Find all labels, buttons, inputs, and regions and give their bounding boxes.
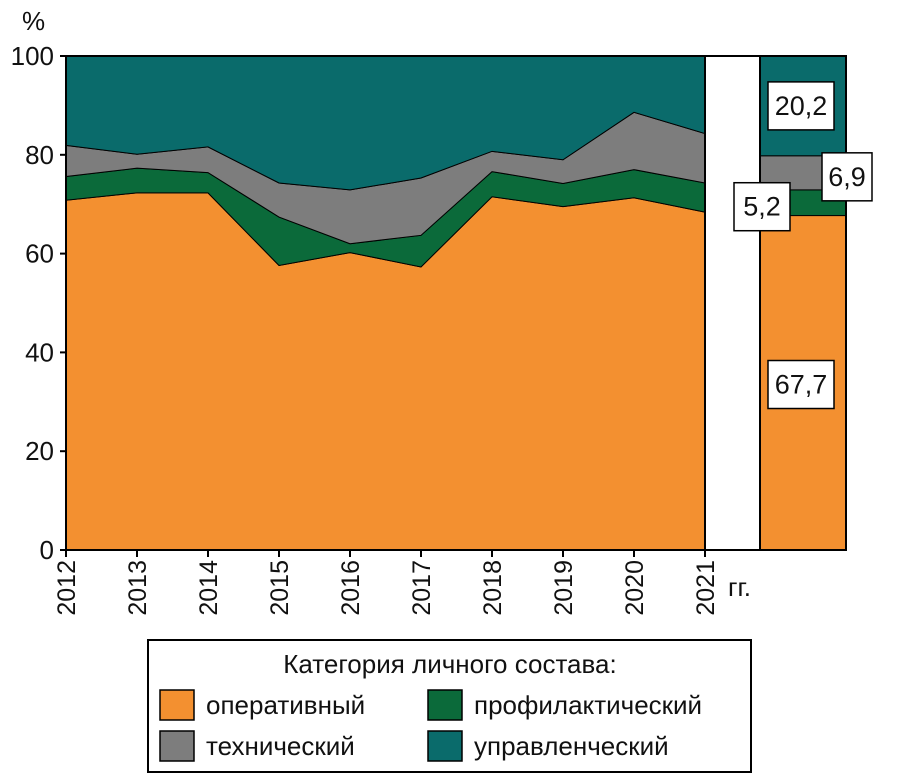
- y-tick-label: 60: [25, 239, 54, 269]
- legend-title: Категория личного состава:: [283, 649, 616, 679]
- y-tick-label: 0: [40, 535, 54, 565]
- callout-box-operational: [767, 359, 835, 410]
- x-tick-label: 2017: [408, 560, 436, 616]
- x-tick-label: 2013: [124, 560, 152, 616]
- legend-swatch-management: [427, 730, 463, 762]
- legend-label-operational: оперативный: [206, 690, 365, 720]
- legend-label-technical: технический: [206, 731, 355, 761]
- x-tick-label: 2015: [266, 560, 294, 616]
- x-tick-label: 2012: [53, 560, 81, 616]
- y-tick-label: 40: [25, 337, 54, 367]
- x-tick-label: 2014: [195, 560, 223, 616]
- x-axis-unit-label: гг.: [728, 572, 751, 602]
- y-tick-label: 100: [11, 41, 54, 71]
- legend-swatch-operational: [159, 689, 195, 721]
- legend-label-management: управленческий: [474, 731, 669, 761]
- plot-frame: [65, 55, 847, 551]
- callout-label-technical: 6,9: [828, 162, 866, 192]
- legend-swatch-technical: [159, 730, 195, 762]
- y-axis-unit-label: %: [22, 6, 45, 36]
- callout-box-preventive: [733, 181, 791, 232]
- callout-label-preventive: 5,2: [743, 192, 781, 222]
- legend-label-preventive: профилактический: [474, 690, 702, 720]
- callout-box-technical: [821, 152, 873, 202]
- x-tick-label: 2021: [692, 560, 720, 616]
- y-tick-label: 20: [25, 436, 54, 466]
- x-tick-label: 2019: [550, 560, 578, 616]
- callout-label-operational: 67,7: [775, 370, 828, 400]
- x-tick-label: 2020: [621, 560, 649, 616]
- callout-label-management: 20,2: [775, 91, 828, 121]
- x-tick-label: 2016: [337, 560, 365, 616]
- x-tick-label: 2018: [479, 560, 507, 616]
- legend-swatch-preventive: [427, 689, 463, 721]
- callout-box-management: [767, 81, 835, 131]
- gap-frame: [704, 55, 761, 551]
- y-tick-label: 80: [25, 140, 54, 170]
